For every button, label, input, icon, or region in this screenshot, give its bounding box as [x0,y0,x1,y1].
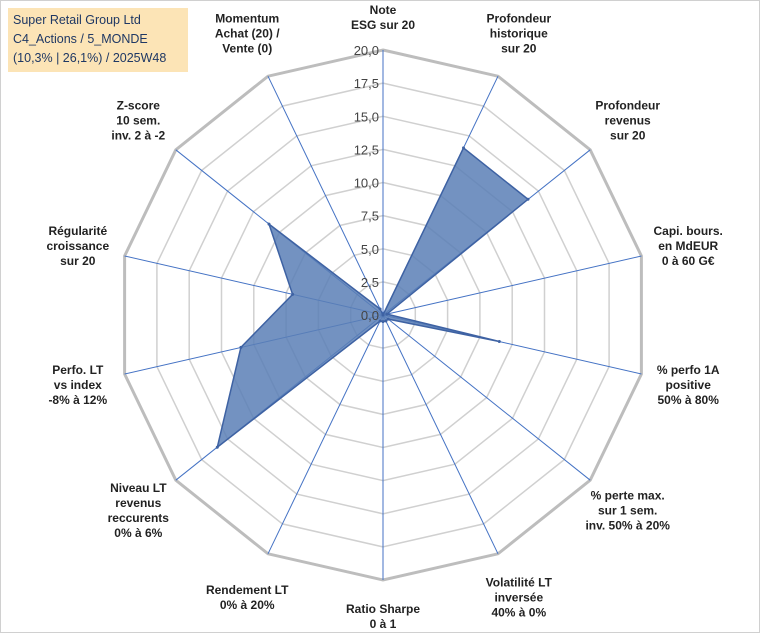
title-stats: (10,3% | 26,1%) / 2025W48 [13,51,167,65]
axis-label-line: Perfo. LT [52,363,104,377]
axis-label: Profondeur revenus sur 20 [595,98,660,142]
axis-label-line: 0% à 6% [114,526,162,540]
axis-label: Perfo. LT vs index -8% à 12% [48,363,107,407]
axis-label-line: 0 à 1 [370,617,397,631]
axis-spoke [267,75,384,316]
axis-label-line: % perfo 1A [657,363,720,377]
axis-label-line: historique [490,27,548,41]
axis-spoke [382,314,591,481]
axis-label: % perte max. sur 1 sem. inv. 50% à 20% [585,489,670,533]
axis-label-line: Capi. bours. [654,224,723,238]
axis-label-line: % perte max. [591,489,665,503]
data-point [386,317,390,321]
axis-spoke [267,314,384,555]
data-point [462,146,465,150]
axis-label-line: Rendement LT [206,583,289,597]
axis-label-line: 50% à 80% [658,393,720,407]
data-point [385,312,389,316]
axis-label-line: sur 20 [501,42,537,56]
axis-label: Niveau LT revenus reccurents 0% à 6% [108,481,170,540]
tick-label: 5,0 [361,242,379,257]
axis-label-line: Z-score [117,98,161,112]
axis-spoke [382,314,499,555]
chart-title-box: Super Retail Group Ltd C4_Actions / 5_MO… [8,8,188,72]
axis-label-line: Niveau LT [110,481,167,495]
data-point [526,197,530,201]
axis-label-line: 40% à 0% [491,606,546,620]
axis-label-line: inv. 50% à 20% [585,519,670,533]
tick-label: 20,0 [354,43,379,58]
axis-label: Capi. bours. en MdEUR 0 à 60 G€ [654,224,723,268]
tick-label: 0,0 [361,308,379,323]
data-point [239,345,243,349]
tick-label: 10,0 [354,176,379,191]
data-point [378,319,382,323]
axis-label-line: vs index [54,378,102,392]
tick-label: 2,5 [361,275,379,290]
data-point [291,292,295,296]
axis-label-line: Achat (20) / [215,27,280,41]
axis-label-line: reccurents [108,511,170,525]
axis-label-line: Volatilité LT [486,576,553,590]
axis-label-line: Vente (0) [222,42,272,56]
axis-label-line: Profondeur [486,12,551,26]
tick-label: 7,5 [361,209,379,224]
axis-label-line: Momentum [215,12,279,26]
axis-label: Momentum Achat (20) / Vente (0) [215,12,280,56]
axis-label: Ratio Sharpe 0 à 1 [346,602,420,631]
axis-label-line: sur 20 [60,254,96,268]
axis-label-line: revenus [115,496,161,510]
data-point [378,307,382,311]
axis-label-line: inv. 2 à -2 [111,128,165,142]
axis-label-line: 10 sem. [116,113,160,127]
axis-label-line: -8% à 12% [48,393,107,407]
axis-label: Profondeur historique sur 20 [486,12,551,56]
title-company: Super Retail Group Ltd [13,13,141,27]
axis-label-line: inversée [494,591,543,605]
axis-label-line: ESG sur 20 [351,18,415,32]
data-point [267,222,271,226]
axis-label-line: 0% à 20% [220,598,275,612]
axis-label-line: 0 à 60 G€ [662,254,715,268]
data-point [497,340,501,343]
tick-label: 12,5 [354,142,379,157]
tick-label: 15,0 [354,109,379,124]
axis-label: % perfo 1A positive 50% à 80% [657,363,720,407]
axis-label: Régularité croissance sur 20 [46,224,109,268]
axis-label-line: Profondeur [595,98,660,112]
axis-label-line: Régularité [48,224,107,238]
axis-label-line: Note [370,3,397,17]
tick-label: 17,5 [354,76,379,91]
axis-label: Z-score 10 sem. inv. 2 à -2 [111,98,165,142]
axis-label-line: revenus [605,113,651,127]
data-point [384,319,388,323]
axis-label-line: sur 20 [610,128,646,142]
axis-label: Rendement LT 0% à 20% [206,583,289,612]
axis-label: Volatilité LT inversée 40% à 0% [486,576,553,620]
axis-spoke [382,255,642,316]
data-point [381,313,385,317]
axis-label: Note ESG sur 20 [351,3,415,32]
data-point [381,320,385,324]
axis-label-line: positive [666,378,712,392]
axis-label-line: en MdEUR [658,239,718,253]
title-category: C4_Actions / 5_MONDE [13,32,148,46]
data-point [215,445,219,449]
axis-label-line: Ratio Sharpe [346,602,420,616]
axis-label-line: sur 1 sem. [598,504,657,518]
axis-label-line: croissance [46,239,109,253]
